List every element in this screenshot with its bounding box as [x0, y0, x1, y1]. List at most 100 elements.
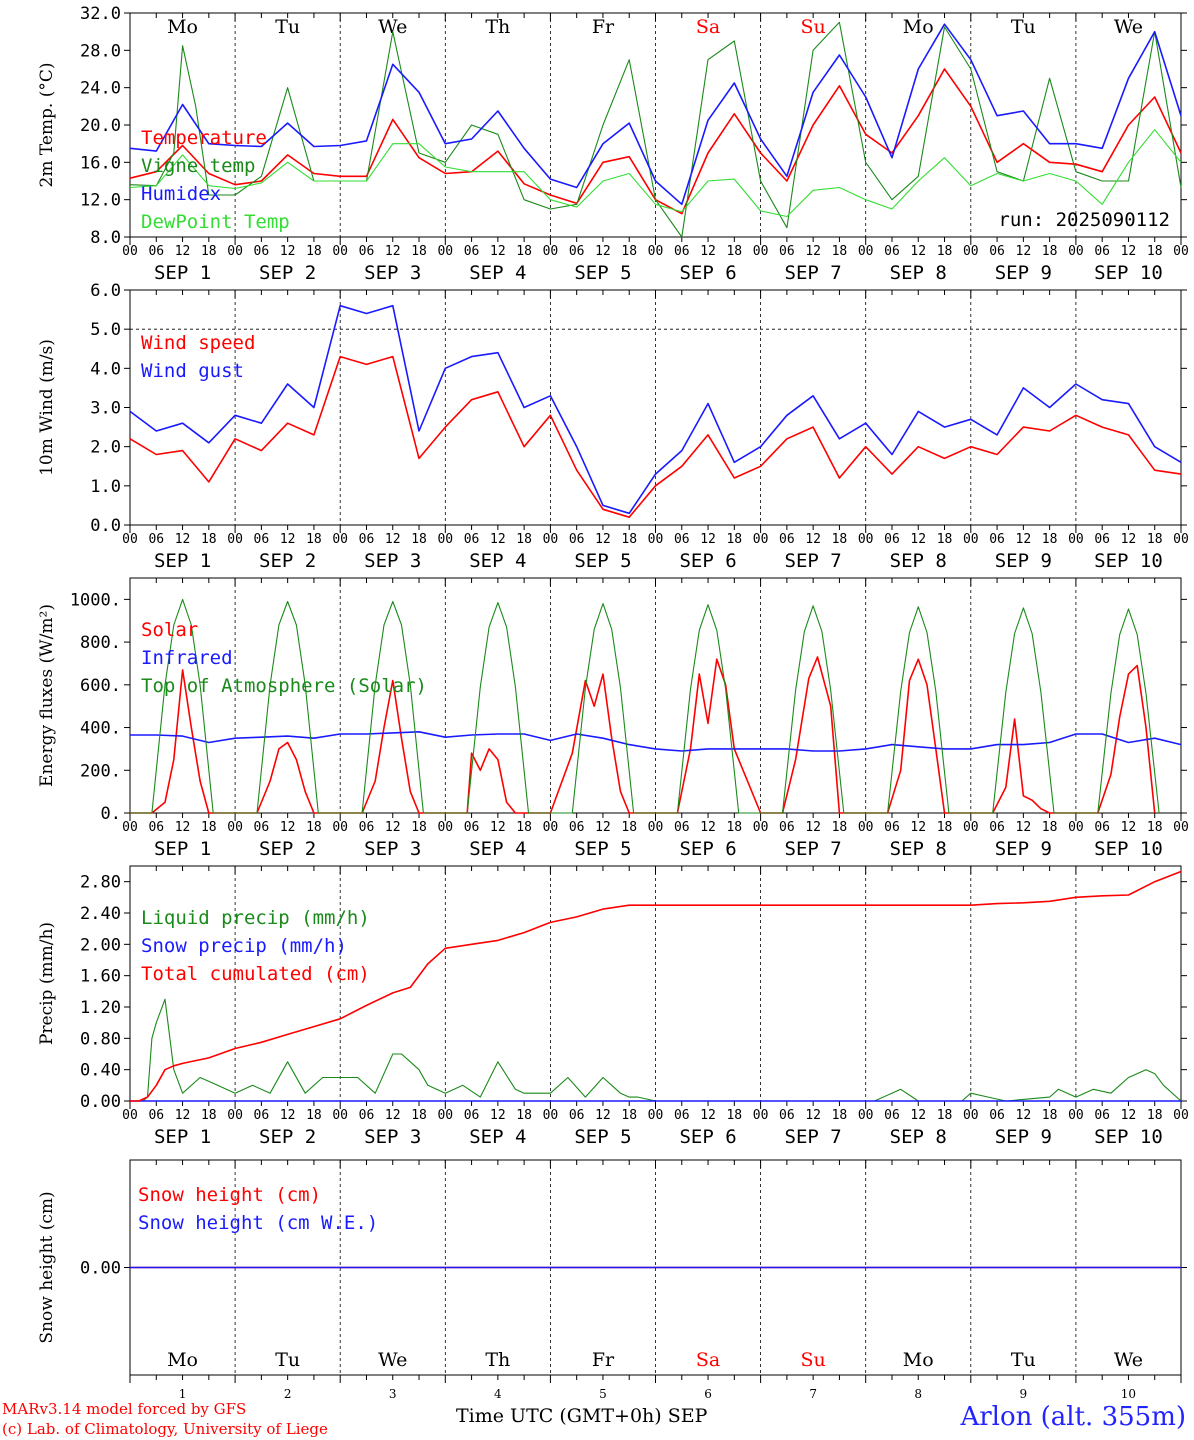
x-tick-label: 18	[832, 244, 848, 259]
x-tick-label: 00	[227, 820, 243, 835]
series-wind-speed-line	[129, 355, 1182, 518]
x-tick-label: 06	[254, 532, 270, 547]
legend-entry: Infrared	[141, 647, 233, 669]
series-vigne-temp-line	[129, 21, 1182, 238]
y-tick-label: 32.0	[80, 4, 121, 24]
x-tick-label: 18	[1147, 820, 1163, 835]
x-tick-label: 06	[254, 1108, 270, 1123]
y-tick-label: 0.0	[90, 516, 121, 536]
y-tick-label: 16.0	[80, 153, 121, 173]
x-tick-label: 18	[726, 820, 742, 835]
day-number: 8	[914, 1387, 922, 1401]
date-label: SEP 10	[1094, 838, 1163, 860]
date-label: SEP 7	[785, 1126, 842, 1148]
x-tick-label: 00	[648, 244, 664, 259]
y-tick-label: 5.0	[90, 320, 121, 340]
x-tick-label: 00	[122, 244, 138, 259]
legend-entry: Vigne temp	[141, 155, 255, 177]
date-label: SEP 4	[469, 838, 526, 860]
credit-line-lab: (c) Lab. of Climatology, University of L…	[2, 1420, 328, 1438]
x-tick-label: 18	[726, 1108, 742, 1123]
date-label: SEP 3	[364, 550, 421, 572]
day-number: 2	[284, 1387, 292, 1401]
day-letter: Mo	[903, 16, 934, 38]
x-tick-label: 18	[1147, 244, 1163, 259]
y-tick-label: 400.	[80, 719, 121, 739]
x-tick-label: 18	[1042, 1108, 1058, 1123]
day-number: 5	[599, 1387, 607, 1401]
date-label: SEP 4	[469, 550, 526, 572]
x-tick-label: 00	[543, 244, 559, 259]
x-tick-label: 06	[779, 1108, 795, 1123]
x-tick-label: 00	[648, 1108, 664, 1123]
x-tick-label: 12	[280, 244, 296, 259]
series-total-cumulated-cm-line	[130, 870, 1182, 1102]
run-label: run: 2025090112	[998, 209, 1170, 231]
x-tick-label: 18	[937, 1108, 953, 1123]
day-letter: Fr	[592, 1349, 615, 1371]
x-tick-label: 00	[437, 820, 453, 835]
day-number: 4	[494, 1387, 502, 1401]
x-tick-label: 00	[858, 532, 874, 547]
date-label: SEP 3	[364, 1126, 421, 1148]
y-axis-title: 2m Temp. (°C)	[37, 62, 57, 187]
day-letter: We	[1114, 1349, 1143, 1371]
x-tick-label: 00	[858, 1108, 874, 1123]
day-number: 10	[1121, 1387, 1136, 1401]
x-tick-label: 12	[700, 244, 716, 259]
x-tick-label: 12	[385, 820, 401, 835]
x-tick-label: 00	[332, 1108, 348, 1123]
x-tick-label: 12	[490, 532, 506, 547]
date-label: SEP 7	[785, 838, 842, 860]
day-letter: Th	[485, 16, 510, 38]
x-tick-label: 12	[805, 1108, 821, 1123]
x-tick-label: 18	[832, 820, 848, 835]
x-tick-label: 00	[963, 244, 979, 259]
x-tick-label: 18	[726, 244, 742, 259]
y-tick-label: 0.	[101, 804, 121, 824]
series-dewpoint-temp-line	[129, 129, 1182, 218]
x-tick-label: 06	[989, 1108, 1005, 1123]
day-number: 7	[809, 1387, 817, 1401]
x-tick-label: 06	[674, 1108, 690, 1123]
x-tick-label: 00	[543, 1108, 559, 1123]
x-tick-label: 18	[621, 1108, 637, 1123]
y-tick-label: 0.00	[80, 1092, 121, 1112]
x-tick-label: 00	[963, 1108, 979, 1123]
x-tick-label: 00	[332, 820, 348, 835]
series-solar-line	[130, 656, 1156, 814]
date-label: SEP 6	[679, 838, 736, 860]
date-label: SEP 8	[890, 550, 947, 572]
day-number: 9	[1020, 1387, 1028, 1401]
x-tick-label: 06	[569, 244, 585, 259]
x-tick-label: 00	[1068, 1108, 1084, 1123]
x-tick-label: 06	[359, 532, 375, 547]
x-tick-label: 00	[648, 820, 664, 835]
day-number: 1	[179, 1387, 187, 1401]
series-infrared-line	[130, 731, 1182, 752]
x-tick-label: 18	[411, 820, 427, 835]
y-tick-label: 28.0	[80, 41, 121, 61]
x-tick-label: 12	[805, 532, 821, 547]
series-top-of-atmosphere-solar-line	[130, 598, 1160, 814]
day-letter: Mo	[167, 16, 198, 38]
x-tick-label: 06	[359, 1108, 375, 1123]
station-label: Arlon (alt. 355m)	[960, 1402, 1186, 1432]
x-tick-label: 18	[306, 532, 322, 547]
x-tick-label: 12	[175, 244, 191, 259]
x-tick-label: 06	[1094, 532, 1110, 547]
date-label: SEP 8	[890, 838, 947, 860]
y-tick-label: 1.20	[80, 998, 121, 1018]
y-tick-label: 0.40	[80, 1061, 121, 1081]
y-tick-label: 1.60	[80, 967, 121, 987]
x-tick-label: 00	[227, 532, 243, 547]
day-letter: We	[1114, 16, 1143, 38]
y-axis-title: Energy fluxes (W/m²)	[37, 604, 57, 787]
x-tick-label: 18	[937, 244, 953, 259]
legend-entry: Wind gust	[141, 360, 244, 382]
date-label: SEP 9	[995, 1126, 1052, 1148]
day-letter: Sa	[696, 16, 720, 38]
y-axis-title: 10m Wind (m/s)	[37, 339, 57, 476]
series-humidex-line	[129, 23, 1182, 206]
x-tick-label: 18	[1042, 820, 1058, 835]
